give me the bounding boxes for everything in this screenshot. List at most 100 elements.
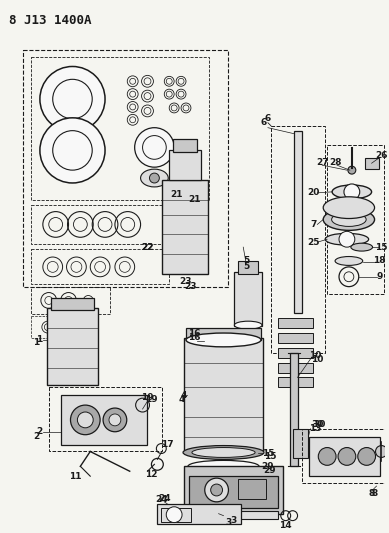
Bar xyxy=(184,338,263,451)
Text: 22: 22 xyxy=(141,243,154,252)
Ellipse shape xyxy=(323,208,375,230)
Text: 21: 21 xyxy=(170,190,182,199)
Text: 22: 22 xyxy=(141,243,154,252)
Ellipse shape xyxy=(186,333,261,347)
Circle shape xyxy=(318,448,336,465)
Circle shape xyxy=(338,448,356,465)
Bar xyxy=(189,476,278,508)
Text: 8: 8 xyxy=(368,489,375,498)
Text: 30: 30 xyxy=(311,421,324,430)
Bar xyxy=(327,146,384,294)
Circle shape xyxy=(339,231,355,247)
Bar xyxy=(61,395,147,445)
Text: 23: 23 xyxy=(185,282,197,291)
Text: 27: 27 xyxy=(316,158,329,167)
Text: 8 J13 1400A: 8 J13 1400A xyxy=(9,14,92,27)
Ellipse shape xyxy=(234,321,262,329)
Bar xyxy=(23,50,228,287)
Bar xyxy=(303,429,385,483)
Bar xyxy=(31,287,110,314)
Bar xyxy=(278,348,314,358)
Bar xyxy=(169,150,201,180)
Ellipse shape xyxy=(335,256,363,265)
Text: 29: 29 xyxy=(264,466,276,475)
Text: 23: 23 xyxy=(179,277,191,286)
Circle shape xyxy=(348,166,356,174)
Circle shape xyxy=(149,173,159,183)
Text: 20: 20 xyxy=(307,188,319,197)
Text: 1: 1 xyxy=(33,338,39,348)
Text: 17: 17 xyxy=(161,440,173,449)
Ellipse shape xyxy=(323,197,375,219)
Ellipse shape xyxy=(332,185,371,199)
Circle shape xyxy=(166,507,182,522)
Bar xyxy=(162,180,208,274)
Text: 6: 6 xyxy=(265,114,271,123)
Bar xyxy=(47,309,98,385)
Text: 19: 19 xyxy=(145,394,158,403)
Text: 10: 10 xyxy=(311,355,324,364)
Bar xyxy=(158,504,241,523)
Text: 16: 16 xyxy=(187,328,200,337)
Circle shape xyxy=(135,128,174,167)
Text: 1: 1 xyxy=(36,335,42,344)
Circle shape xyxy=(53,131,92,170)
Text: 4: 4 xyxy=(181,391,187,400)
Ellipse shape xyxy=(325,233,369,245)
Ellipse shape xyxy=(140,169,168,187)
Bar xyxy=(278,318,314,328)
Text: 26: 26 xyxy=(375,151,388,160)
Text: 3: 3 xyxy=(225,518,231,527)
Circle shape xyxy=(53,79,92,119)
Text: 15: 15 xyxy=(264,452,276,461)
Text: 30: 30 xyxy=(313,421,326,430)
Bar xyxy=(186,328,261,340)
Text: 8: 8 xyxy=(371,489,378,498)
Ellipse shape xyxy=(351,243,373,251)
Text: 7: 7 xyxy=(310,220,317,229)
Text: 4: 4 xyxy=(179,394,185,403)
Text: 29: 29 xyxy=(262,462,274,471)
Bar xyxy=(278,377,314,387)
Bar xyxy=(290,353,298,466)
Bar xyxy=(31,249,169,284)
Bar xyxy=(364,158,378,169)
Text: 3: 3 xyxy=(230,516,237,525)
Bar xyxy=(238,479,266,499)
Text: 9: 9 xyxy=(376,272,383,281)
Text: 5: 5 xyxy=(243,256,249,265)
Bar xyxy=(197,511,278,519)
Text: 15: 15 xyxy=(375,243,388,252)
Bar xyxy=(51,298,94,310)
Bar xyxy=(271,126,325,353)
Text: 28: 28 xyxy=(329,158,341,167)
Circle shape xyxy=(103,408,127,432)
Text: 5: 5 xyxy=(243,262,249,271)
Text: 19: 19 xyxy=(141,393,154,402)
Bar xyxy=(49,387,162,451)
Text: 14: 14 xyxy=(279,521,292,530)
Text: 12: 12 xyxy=(145,470,158,479)
Text: 10: 10 xyxy=(309,351,322,360)
Text: 13: 13 xyxy=(309,424,322,433)
Bar xyxy=(31,316,95,338)
Text: 21: 21 xyxy=(189,195,201,204)
Ellipse shape xyxy=(188,461,259,472)
Text: 25: 25 xyxy=(307,238,320,247)
Bar xyxy=(294,131,301,313)
Circle shape xyxy=(211,484,223,496)
Text: 24: 24 xyxy=(158,495,171,503)
Text: 24: 24 xyxy=(155,495,168,504)
Circle shape xyxy=(205,478,228,502)
Ellipse shape xyxy=(192,448,255,457)
Circle shape xyxy=(109,414,121,426)
Text: 2: 2 xyxy=(33,432,39,441)
Circle shape xyxy=(142,135,166,159)
Text: 2: 2 xyxy=(36,427,42,436)
Ellipse shape xyxy=(331,213,366,227)
Text: 16: 16 xyxy=(187,334,200,343)
Circle shape xyxy=(358,448,375,465)
Text: 11: 11 xyxy=(69,472,82,481)
Bar xyxy=(278,362,314,373)
Bar xyxy=(161,508,191,522)
